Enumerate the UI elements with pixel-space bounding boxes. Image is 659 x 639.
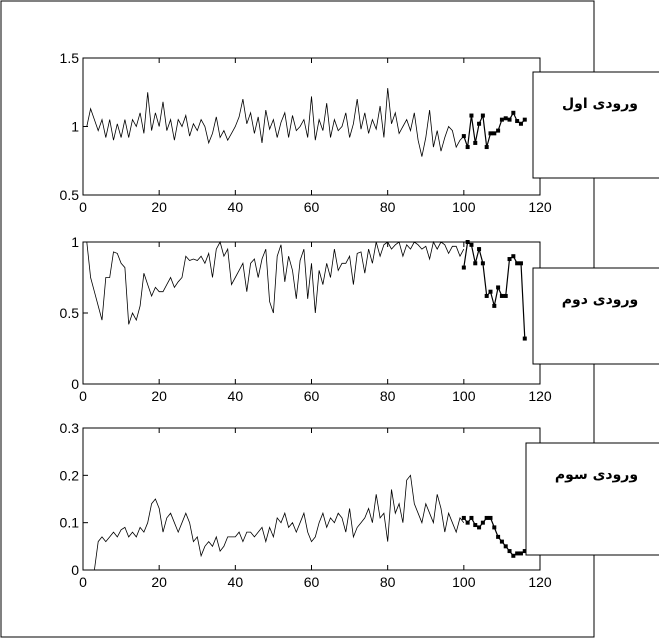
input-label: ورودی سوم xyxy=(555,467,638,483)
series-point xyxy=(499,539,504,544)
series-point xyxy=(469,515,474,520)
y-tick-label: 1 xyxy=(71,119,79,135)
x-tick-label: 100 xyxy=(452,199,476,215)
series-line-training xyxy=(83,88,465,157)
x-tick-label: 40 xyxy=(228,199,244,215)
series-point xyxy=(507,117,512,122)
series-point xyxy=(484,515,489,520)
plot-area xyxy=(82,427,541,571)
series-point xyxy=(511,110,516,115)
y-tick-label: 0 xyxy=(71,562,79,578)
x-tick-label: 100 xyxy=(452,388,476,404)
y-tick-label: 0.1 xyxy=(60,515,80,531)
series-point xyxy=(503,116,508,121)
x-tick-label: 0 xyxy=(79,199,87,215)
chart-panel-3: 0 20 40 60 80 100 120 0 0.1 0.2 0.3 ورودی سوم xyxy=(60,420,659,590)
x-tick-label: 20 xyxy=(151,574,167,590)
x-tick-label: 0 xyxy=(79,388,87,404)
series-point xyxy=(507,257,512,262)
series-point xyxy=(465,520,470,525)
chart-panel-1: 0 20 40 60 80 100 120 0.5 1 1.5 ورودی اول xyxy=(60,50,659,215)
y-tick-label: 0.5 xyxy=(60,305,80,321)
y-tick-label: 0.2 xyxy=(60,467,80,483)
x-tick-label: 60 xyxy=(304,199,320,215)
series-point xyxy=(511,254,516,259)
series-line-training xyxy=(94,474,465,571)
x-tick-label: 120 xyxy=(528,199,552,215)
x-tick-label: 20 xyxy=(151,199,167,215)
series-point xyxy=(473,140,478,145)
series-point xyxy=(492,131,497,136)
x-tick-label: 80 xyxy=(380,388,396,404)
series-point xyxy=(515,119,520,124)
series-point xyxy=(469,242,474,247)
y-tick-label: 0 xyxy=(71,376,79,392)
x-tick-label: 100 xyxy=(452,574,476,590)
input-label-box xyxy=(525,442,659,556)
series-point xyxy=(518,551,523,556)
series-point xyxy=(499,293,504,298)
series-point xyxy=(522,336,527,341)
series-point xyxy=(488,289,493,294)
series-point xyxy=(503,293,508,298)
series-point xyxy=(522,117,527,122)
series-point xyxy=(465,145,470,150)
input-label-box xyxy=(532,71,659,179)
series-point xyxy=(515,551,520,556)
series-point xyxy=(492,303,497,308)
series-point xyxy=(503,544,508,549)
series-point xyxy=(480,261,485,266)
x-tick-label: 120 xyxy=(528,388,552,404)
x-tick-label: 40 xyxy=(228,388,244,404)
series-point xyxy=(488,515,493,520)
series-point xyxy=(480,113,485,118)
series-point xyxy=(461,134,466,139)
series-point xyxy=(511,553,516,558)
series-point xyxy=(480,520,485,525)
input-label: ورودی دوم xyxy=(562,292,639,308)
input-label: ورودی اول xyxy=(562,96,638,112)
x-tick-label: 60 xyxy=(304,574,320,590)
x-tick-label: 120 xyxy=(528,574,552,590)
y-tick-label: 1.5 xyxy=(60,50,80,66)
series-point xyxy=(522,549,527,554)
series-point xyxy=(461,515,466,520)
series-point xyxy=(496,534,501,539)
series-point xyxy=(477,247,482,252)
series-point xyxy=(473,261,478,266)
series-point xyxy=(488,131,493,136)
series-point xyxy=(484,145,489,150)
x-tick-label: 20 xyxy=(151,388,167,404)
x-tick-label: 40 xyxy=(228,574,244,590)
x-tick-label: 80 xyxy=(380,199,396,215)
input-label-box xyxy=(532,267,659,365)
series-point xyxy=(496,128,501,133)
y-tick-label: 0.3 xyxy=(60,420,80,436)
series-point xyxy=(515,261,520,266)
series-point xyxy=(465,240,470,244)
series-point xyxy=(461,265,466,270)
series-point xyxy=(496,285,501,290)
x-tick-label: 80 xyxy=(380,574,396,590)
y-tick-label: 1 xyxy=(71,234,79,250)
x-tick-label: 60 xyxy=(304,388,320,404)
series-point xyxy=(477,121,482,126)
series-point xyxy=(477,525,482,530)
series-line-training xyxy=(83,240,465,325)
chart-panel-2: 0 20 40 60 80 100 120 0 0.5 1 ورودی دوم xyxy=(60,234,659,404)
series-point xyxy=(484,293,489,298)
series-point xyxy=(507,549,512,554)
series-point xyxy=(499,117,504,122)
series-point xyxy=(469,113,474,118)
x-tick-label: 0 xyxy=(79,574,87,590)
series-point xyxy=(518,121,523,126)
series-point xyxy=(473,523,478,528)
y-tick-label: 0.5 xyxy=(60,187,80,203)
series-point xyxy=(518,261,523,266)
series-point xyxy=(492,525,497,530)
